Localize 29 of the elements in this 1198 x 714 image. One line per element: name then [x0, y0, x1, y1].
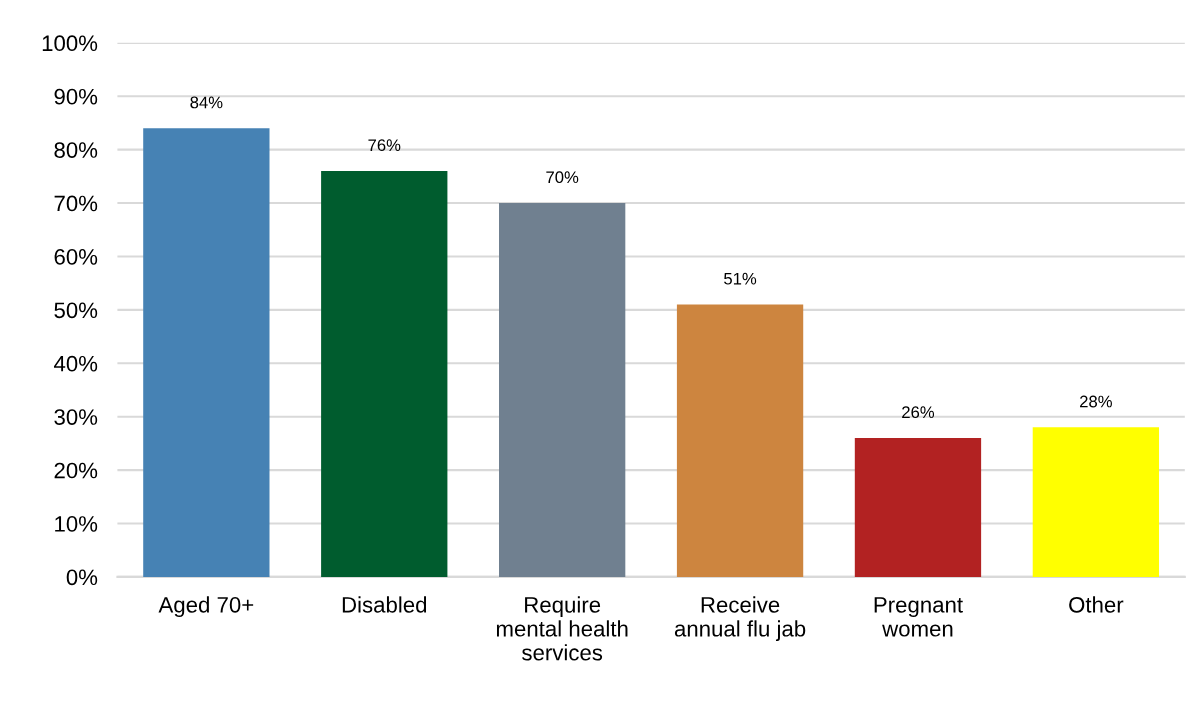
- data-label: 28%: [1080, 395, 1112, 408]
- bar: [143, 128, 270, 577]
- x-tick-label: Receive annual flu jab: [674, 596, 806, 642]
- y-tick-label: 90%: [54, 88, 98, 105]
- y-tick-label: 20%: [54, 462, 98, 479]
- data-label: 70%: [546, 171, 579, 184]
- bar: [321, 171, 448, 577]
- y-tick-label: 100%: [42, 35, 98, 52]
- x-tick-label: Pregnant women: [874, 597, 963, 637]
- x-tick-label: Other: [1069, 596, 1124, 613]
- y-tick-label: 30%: [54, 409, 98, 425]
- bar: [499, 203, 626, 577]
- x-tick-label: Disabled: [342, 596, 427, 613]
- y-tick-label: 10%: [55, 516, 98, 532]
- bar: [676, 304, 804, 577]
- y-tick-label: 60%: [54, 249, 98, 265]
- bar: [854, 438, 982, 577]
- data-label: 76%: [368, 139, 401, 152]
- x-tick-label: Require mental health services: [496, 596, 628, 661]
- x-tick-label: Aged 70+: [158, 596, 254, 618]
- data-label: 84%: [190, 96, 223, 109]
- y-tick-label: 80%: [54, 142, 98, 158]
- data-label: 51%: [724, 272, 757, 285]
- y-tick-label: 0%: [66, 569, 98, 586]
- y-tick-label: 50%: [54, 302, 98, 319]
- y-tick-label: 40%: [53, 355, 98, 372]
- data-label: 26%: [902, 406, 935, 419]
- y-tick-label: 70%: [54, 195, 98, 212]
- bar: [1032, 427, 1160, 577]
